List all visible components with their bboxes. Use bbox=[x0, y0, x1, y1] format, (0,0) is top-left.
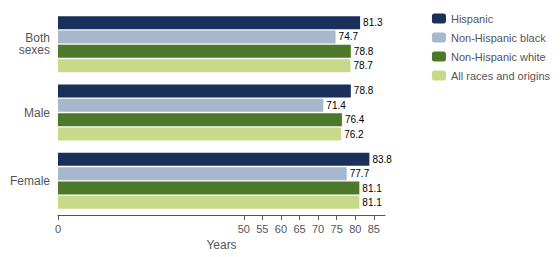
svg-text:78.8: 78.8 bbox=[354, 46, 374, 57]
svg-text:Non-Hispanic white: Non-Hispanic white bbox=[451, 51, 546, 63]
svg-text:81.1: 81.1 bbox=[362, 197, 382, 208]
svg-text:All races and origins: All races and origins bbox=[451, 70, 551, 82]
svg-text:65: 65 bbox=[293, 223, 305, 235]
svg-text:Non-Hispanic black: Non-Hispanic black bbox=[451, 32, 546, 44]
svg-text:Female: Female bbox=[10, 174, 50, 188]
svg-text:Both: Both bbox=[25, 31, 50, 46]
svg-text:Hispanic: Hispanic bbox=[451, 13, 494, 25]
svg-text:sexes: sexes bbox=[19, 43, 50, 57]
svg-text:50: 50 bbox=[238, 223, 250, 235]
svg-text:76.2: 76.2 bbox=[344, 129, 364, 140]
svg-text:81.1: 81.1 bbox=[362, 183, 382, 194]
svg-text:0: 0 bbox=[55, 223, 61, 235]
svg-text:78.7: 78.7 bbox=[353, 60, 373, 71]
svg-text:85: 85 bbox=[368, 223, 380, 235]
svg-text:55: 55 bbox=[256, 223, 268, 235]
svg-text:76.4: 76.4 bbox=[345, 114, 365, 125]
svg-text:60: 60 bbox=[275, 223, 287, 235]
svg-text:71.4: 71.4 bbox=[326, 100, 346, 111]
svg-text:75: 75 bbox=[331, 223, 343, 235]
svg-text:Years: Years bbox=[206, 238, 236, 252]
svg-text:80: 80 bbox=[349, 223, 361, 235]
svg-text:77.7: 77.7 bbox=[350, 168, 370, 179]
svg-text:74.7: 74.7 bbox=[339, 31, 359, 42]
svg-text:81.3: 81.3 bbox=[363, 17, 383, 28]
svg-text:Male: Male bbox=[24, 106, 50, 120]
svg-text:70: 70 bbox=[312, 223, 324, 235]
svg-text:83.8: 83.8 bbox=[372, 154, 392, 165]
svg-text:78.8: 78.8 bbox=[354, 85, 374, 96]
